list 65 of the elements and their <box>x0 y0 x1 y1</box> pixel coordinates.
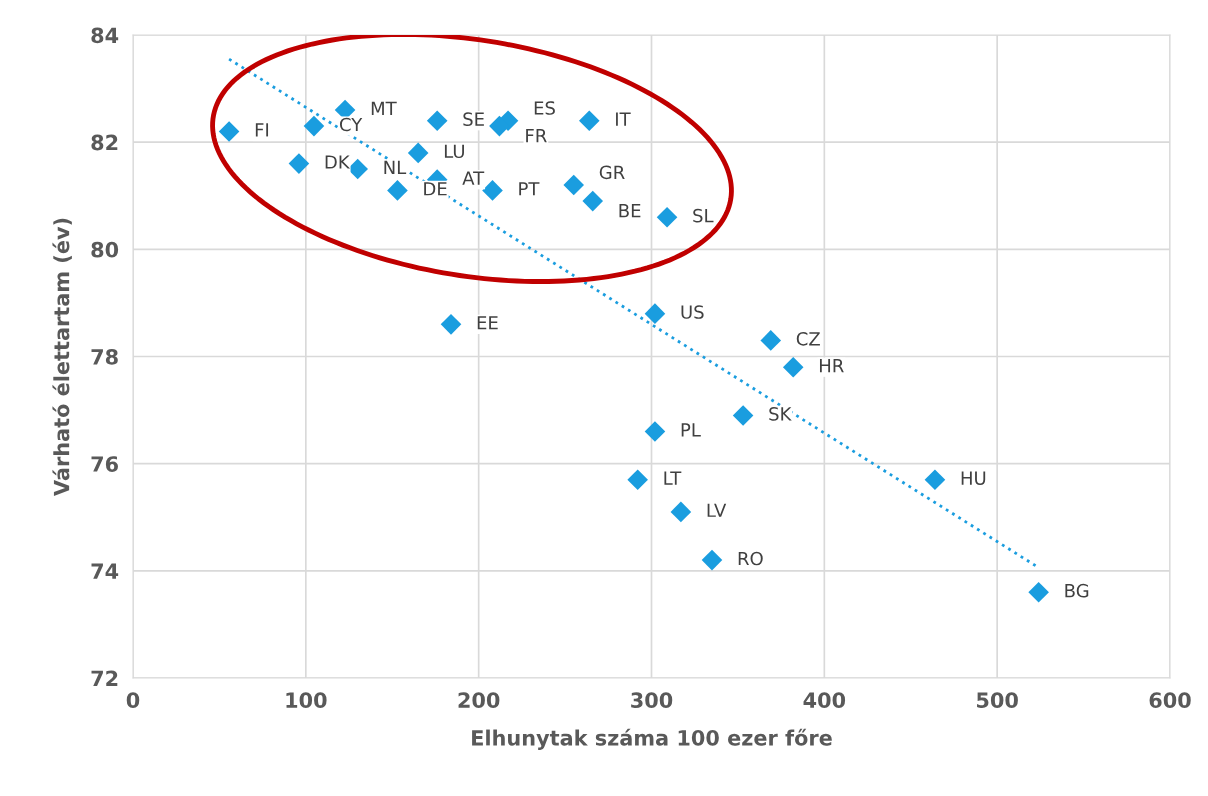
annotation: MT <box>371 101 397 115</box>
x-tick-label: 600 <box>1149 692 1191 709</box>
point <box>218 121 240 142</box>
point <box>426 110 448 132</box>
point <box>489 115 510 137</box>
point <box>670 501 692 523</box>
point <box>644 421 666 442</box>
point <box>407 142 429 164</box>
x-tick-label: 400 <box>803 692 846 709</box>
point <box>387 180 408 201</box>
point <box>288 153 310 174</box>
annotation: DK <box>325 155 351 169</box>
annotation: CZ <box>796 332 820 346</box>
y-tick-label: 84 <box>91 27 119 44</box>
point <box>924 469 946 491</box>
annotation: SE <box>463 112 484 126</box>
point <box>627 469 648 491</box>
point <box>760 330 782 351</box>
annotation: RO <box>738 551 763 566</box>
y-tick-label: 80 <box>91 241 119 258</box>
annotation: FR <box>526 129 547 143</box>
x-tick-label: 200 <box>458 692 500 709</box>
annotation: PT <box>519 182 540 196</box>
annotation: IT <box>616 112 631 126</box>
point <box>644 303 666 324</box>
x-tick-label: 100 <box>286 692 327 709</box>
annotation: US <box>681 305 704 319</box>
annotation: NL <box>384 160 407 174</box>
annotation: BG <box>1065 583 1089 598</box>
annotation: SL <box>693 208 714 223</box>
point <box>563 174 585 196</box>
annotation: HU <box>961 471 986 485</box>
annotation: HR <box>819 359 844 373</box>
point <box>656 206 678 228</box>
annotation: DE <box>424 182 447 196</box>
annotation: GR <box>599 165 625 180</box>
point <box>582 190 604 212</box>
y-tick-label: 72 <box>91 670 118 686</box>
y-axis-title: Várható élettartam (év) <box>52 218 72 496</box>
point <box>701 549 723 571</box>
y-tick-label: 74 <box>91 563 119 579</box>
annotation: EE <box>477 316 498 330</box>
y-tick-label: 76 <box>91 456 118 472</box>
annotation: AT <box>462 171 485 185</box>
annotation: LT <box>664 471 682 485</box>
annotation: SK <box>769 407 792 421</box>
x-tick-label: 300 <box>631 692 673 709</box>
point <box>1028 581 1049 603</box>
x-tick-label: 500 <box>977 692 1018 709</box>
annotation: CY <box>339 117 363 132</box>
y-tick-label: 78 <box>91 348 118 365</box>
annotation: BE <box>619 204 641 218</box>
point <box>732 405 754 426</box>
annotation: LU <box>444 144 464 159</box>
annotation: FI <box>255 123 269 137</box>
x-axis-title: Elhunytak száma 100 ezer főre <box>472 728 832 750</box>
x-tick-label: 0 <box>126 692 140 709</box>
y-tick-label: 82 <box>91 134 118 151</box>
annotation: PL <box>681 423 701 437</box>
point <box>303 115 325 137</box>
point <box>578 110 600 132</box>
annotation: LV <box>707 503 727 517</box>
point <box>440 314 462 335</box>
point <box>782 356 804 378</box>
annotation: ES <box>534 101 555 115</box>
